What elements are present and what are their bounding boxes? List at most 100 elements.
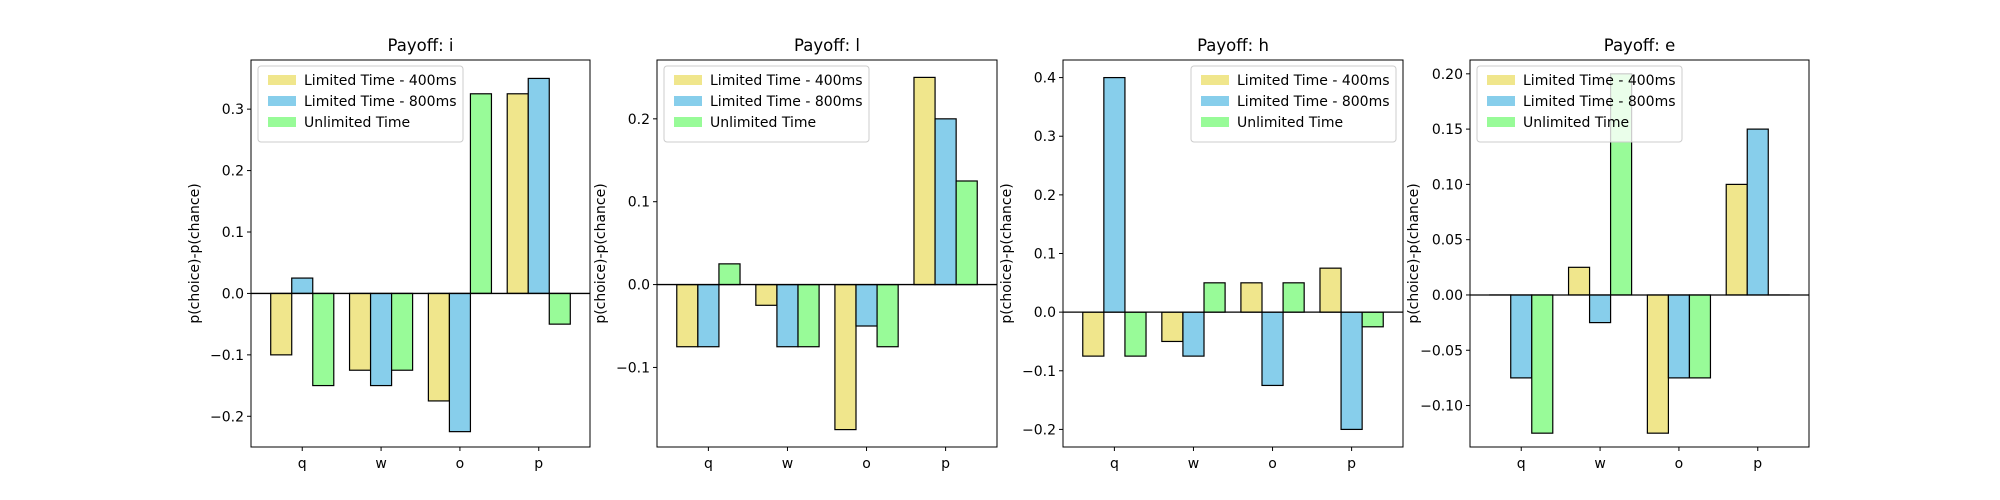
bar-q-series-3 bbox=[1531, 294, 1554, 434]
x-tick-label: q bbox=[704, 456, 713, 472]
y-tick-label: −0.10 bbox=[1420, 399, 1463, 415]
bar-w-series-2 bbox=[1588, 294, 1612, 324]
bar-w-series-1 bbox=[1567, 266, 1591, 296]
bar-q-series-3 bbox=[718, 263, 741, 286]
bar-o-series-2 bbox=[1667, 294, 1691, 379]
bar-q-series-2 bbox=[1510, 294, 1533, 379]
bar-p-series-2 bbox=[934, 118, 957, 286]
bar-o-series-1 bbox=[1646, 294, 1670, 434]
bar-w-series-3 bbox=[390, 292, 414, 371]
x-tick-label: w bbox=[782, 456, 793, 472]
legend-swatch bbox=[268, 75, 296, 85]
x-tick-label: w bbox=[1188, 456, 1199, 472]
bar-o-series-2 bbox=[1261, 311, 1284, 387]
legend-label: Limited Time - 400ms bbox=[304, 73, 457, 89]
legend-label: Unlimited Time bbox=[1523, 115, 1629, 131]
bar-w-series-3 bbox=[797, 283, 820, 348]
y-tick-label: 0.2 bbox=[628, 112, 650, 128]
legend-swatch bbox=[1487, 96, 1515, 106]
bar-p-series-1 bbox=[913, 76, 936, 286]
y-tick-label: −0.2 bbox=[1022, 422, 1056, 438]
y-tick-label: −0.1 bbox=[210, 348, 244, 364]
x-tick-label: o bbox=[1675, 456, 1684, 472]
y-axis-label: p(choice)-p(chance) bbox=[1406, 183, 1422, 323]
legend-swatch bbox=[1201, 117, 1229, 127]
legend-label: Limited Time - 400ms bbox=[1523, 73, 1676, 89]
legend-box bbox=[257, 65, 464, 143]
bar-o-series-1 bbox=[834, 283, 857, 431]
legend-swatch bbox=[1487, 75, 1515, 85]
y-axis-label: p(choice)-p(chance) bbox=[187, 183, 203, 323]
bar-w-series-1 bbox=[755, 283, 778, 306]
y-tick-label: 0.1 bbox=[222, 225, 244, 241]
bar-p-series-3 bbox=[548, 292, 571, 325]
y-tick-label: 0.1 bbox=[628, 195, 650, 211]
y-tick-label: 0.20 bbox=[1432, 67, 1463, 83]
legend-swatch bbox=[674, 117, 702, 127]
bar-o-series-3 bbox=[469, 93, 493, 295]
chart-panel-3: −0.2 −0.1 0.0 0.1 0.2 0.3 0.4 q w o p Payoff: h p(ch… bbox=[999, 36, 1404, 472]
chart-title: Payoff: h bbox=[1197, 36, 1269, 55]
y-tick-label: 0.10 bbox=[1432, 177, 1463, 193]
chart-panel-2: −0.1 0.0 0.1 0.2 q w o p Payoff: l p(choice)-p(ch… bbox=[593, 36, 998, 472]
bar-p-series-3 bbox=[955, 180, 978, 286]
bar-o-series-2 bbox=[855, 283, 878, 327]
y-tick-label: 0.1 bbox=[1034, 247, 1056, 263]
axes-frame bbox=[250, 59, 591, 448]
legend-label: Unlimited Time bbox=[304, 115, 410, 131]
y-tick-label: 0.2 bbox=[1034, 188, 1056, 204]
x-tick-label: w bbox=[1594, 456, 1605, 472]
legend-swatch bbox=[1201, 96, 1229, 106]
chart-panel-4: −0.10 −0.05 0.00 0.05 0.10 0.15 0.20 q w o p Payoff… bbox=[1406, 36, 1810, 472]
legend-swatch bbox=[674, 96, 702, 106]
bar-w-series-2 bbox=[1182, 311, 1205, 357]
bar-p-series-2 bbox=[527, 77, 550, 295]
x-tick-label: o bbox=[456, 456, 465, 472]
chart-title: Payoff: i bbox=[388, 36, 454, 55]
bar-q-series-2 bbox=[1103, 76, 1126, 313]
x-tick-label: p bbox=[1347, 456, 1356, 472]
bar-o-series-1 bbox=[1240, 282, 1263, 313]
bar-o-series-3 bbox=[876, 283, 899, 348]
legend-swatch bbox=[268, 96, 296, 106]
legend-label: Limited Time - 400ms bbox=[710, 73, 863, 89]
bar-q-series-3 bbox=[1124, 311, 1147, 357]
legend-box bbox=[663, 65, 870, 143]
y-tick-label: 0.4 bbox=[1034, 71, 1056, 87]
bar-w-series-2 bbox=[369, 292, 393, 387]
legend: Limited Time - 400ms Limited Time - 800ms… bbox=[257, 65, 464, 143]
legend-label: Unlimited Time bbox=[1237, 115, 1343, 131]
x-tick-label: p bbox=[1753, 456, 1762, 472]
legend-label: Limited Time - 800ms bbox=[304, 94, 457, 110]
y-tick-label: 0.00 bbox=[1432, 288, 1463, 304]
chart-title: Payoff: e bbox=[1604, 36, 1676, 55]
bar-w-series-1 bbox=[348, 292, 372, 371]
chart-title: Payoff: l bbox=[794, 36, 860, 55]
legend: Limited Time - 400ms Limited Time - 800ms… bbox=[1190, 65, 1397, 143]
y-axis-label: p(choice)-p(chance) bbox=[593, 183, 609, 323]
legend: Limited Time - 400ms Limited Time - 800ms… bbox=[1476, 65, 1683, 143]
bar-w-series-2 bbox=[776, 283, 799, 348]
x-tick-label: o bbox=[1268, 456, 1277, 472]
y-tick-label: −0.05 bbox=[1420, 343, 1463, 359]
bar-q-series-1 bbox=[676, 283, 699, 348]
bar-q-series-1 bbox=[1082, 311, 1105, 357]
bar-p-series-2 bbox=[1746, 128, 1769, 296]
bar-q-series-1 bbox=[270, 292, 293, 356]
y-tick-label: 0.0 bbox=[222, 286, 244, 302]
bar-p-series-2 bbox=[1340, 311, 1363, 431]
y-axis-label: p(choice)-p(chance) bbox=[999, 183, 1015, 323]
bar-p-series-3 bbox=[1361, 311, 1384, 328]
y-tick-label: 0.15 bbox=[1432, 122, 1463, 138]
y-tick-label: −0.1 bbox=[616, 360, 650, 376]
y-tick-label: −0.1 bbox=[1022, 364, 1056, 380]
bar-o-series-3 bbox=[1688, 294, 1712, 379]
bar-p-series-1 bbox=[506, 93, 529, 295]
bar-o-series-3 bbox=[1282, 282, 1305, 313]
legend-label: Limited Time - 800ms bbox=[1523, 94, 1676, 110]
bar-o-series-1 bbox=[427, 292, 451, 402]
y-tick-label: 0.0 bbox=[1034, 305, 1056, 321]
y-tick-label: 0.3 bbox=[1034, 129, 1056, 145]
legend: Limited Time - 400ms Limited Time - 800ms… bbox=[663, 65, 870, 143]
